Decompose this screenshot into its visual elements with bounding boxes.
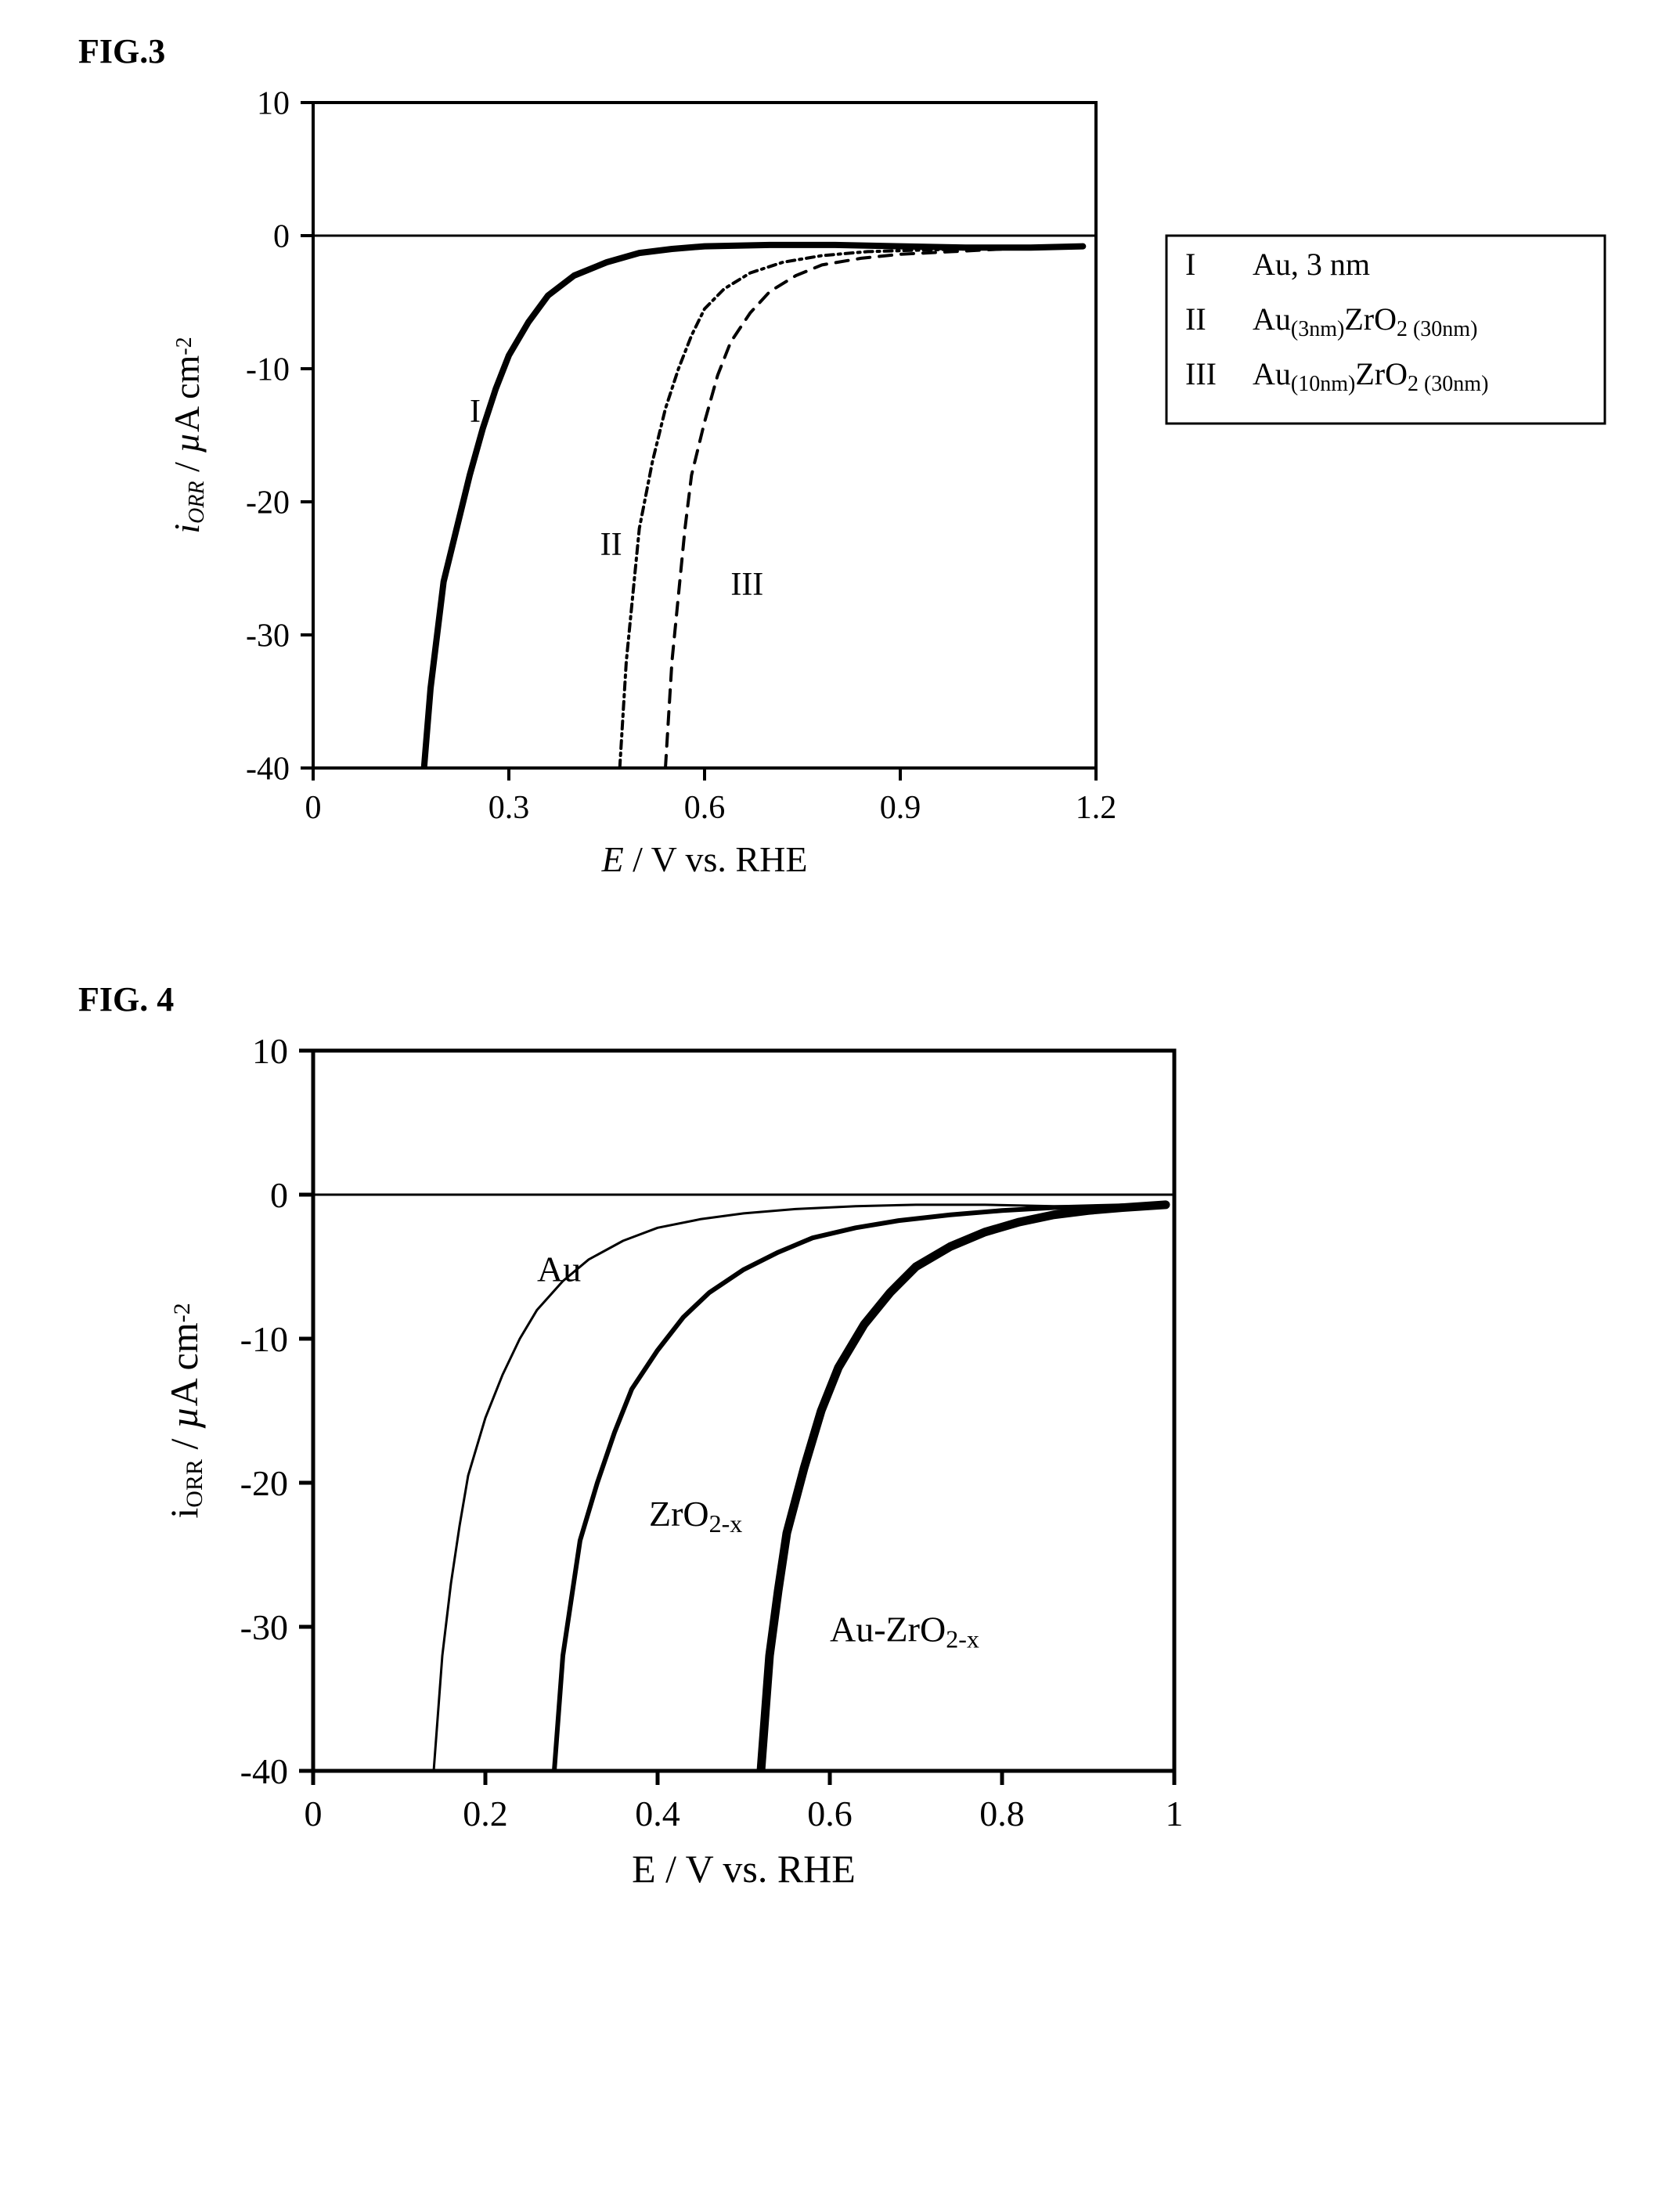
svg-text:-30: -30 <box>246 618 290 654</box>
figure-3: FIG.3 0 0.3 0.6 0.9 1.2 -40 -30 -20 -10 0 10 E / V … <box>31 31 1649 932</box>
svg-text:1: 1 <box>1166 1794 1184 1833</box>
svg-text:E / V vs. RHE: E / V vs. RHE <box>632 1847 856 1891</box>
svg-text:0.2: 0.2 <box>463 1794 508 1833</box>
figure-3-chart: 0 0.3 0.6 0.9 1.2 -40 -30 -20 -10 0 10 E / V vs. RH… <box>31 87 1649 932</box>
svg-text:-40: -40 <box>246 752 290 788</box>
svg-text:II: II <box>1185 301 1206 337</box>
svg-text:0.9: 0.9 <box>880 790 921 826</box>
svg-text:0: 0 <box>270 1175 288 1215</box>
svg-text:1.2: 1.2 <box>1076 790 1117 826</box>
svg-text:0: 0 <box>305 1794 323 1833</box>
figure-4: FIG. 4 0 0.2 0.4 0.6 0.8 1 -40 -30 -20 -10 0 10 E / … <box>31 979 1649 1943</box>
svg-text:Au: Au <box>537 1249 581 1289</box>
svg-text:10: 10 <box>252 1035 288 1071</box>
svg-text:10: 10 <box>257 87 290 122</box>
svg-text:E / V vs. RHE: E / V vs. RHE <box>601 839 808 879</box>
svg-text:-20: -20 <box>240 1463 288 1503</box>
svg-text:-10: -10 <box>246 352 290 388</box>
svg-text:0.6: 0.6 <box>807 1794 853 1833</box>
svg-text:I: I <box>1185 247 1195 282</box>
svg-text:Au, 3 nm: Au, 3 nm <box>1253 247 1370 282</box>
figure-4-label: FIG. 4 <box>78 979 1649 1019</box>
svg-text:iORR / µA cm-2: iORR / µA cm-2 <box>162 1303 207 1518</box>
figure-3-label: FIG.3 <box>78 31 1649 71</box>
svg-text:iORR / µA cm-2: iORR / µA cm-2 <box>167 337 209 533</box>
svg-text:-20: -20 <box>246 485 290 521</box>
svg-text:-40: -40 <box>240 1751 288 1791</box>
svg-text:II: II <box>600 527 622 563</box>
svg-text:III: III <box>1185 356 1217 391</box>
svg-text:I: I <box>470 394 481 430</box>
svg-text:0.3: 0.3 <box>488 790 530 826</box>
svg-text:0: 0 <box>273 219 290 255</box>
svg-text:0.6: 0.6 <box>684 790 726 826</box>
svg-text:0.8: 0.8 <box>979 1794 1025 1833</box>
svg-text:-10: -10 <box>240 1319 288 1359</box>
svg-text:0: 0 <box>305 790 322 826</box>
svg-text:-30: -30 <box>240 1607 288 1647</box>
figure-4-chart: 0 0.2 0.4 0.6 0.8 1 -40 -30 -20 -10 0 10 E / V vs. R… <box>31 1035 1649 1943</box>
svg-text:0.4: 0.4 <box>635 1794 680 1833</box>
svg-text:III: III <box>730 567 763 603</box>
